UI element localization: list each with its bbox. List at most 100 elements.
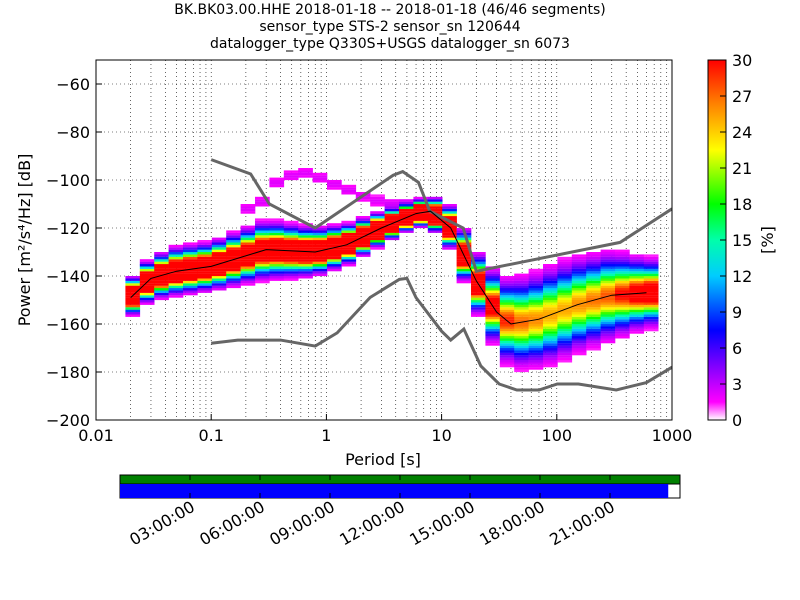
psd-cell [456, 280, 472, 284]
psd-cell [586, 314, 601, 317]
psd-cell [471, 259, 486, 262]
psd-cell [485, 295, 501, 298]
psd-cell [571, 261, 587, 265]
psd-cell [586, 300, 601, 303]
psd-cell [399, 201, 414, 205]
psd-cell [197, 283, 213, 286]
psd-cell [283, 225, 299, 229]
psd-cell [557, 345, 573, 349]
psd-cell [615, 271, 630, 274]
psd-cell [355, 228, 371, 231]
psd-cell [499, 288, 515, 291]
psd-cell [312, 235, 328, 238]
psd-cell [499, 321, 515, 325]
psd-cell [269, 230, 285, 233]
psd-cell [442, 230, 457, 233]
psd-cell [168, 285, 184, 289]
psd-cell [327, 232, 342, 236]
psd-cell [283, 223, 299, 226]
psd-cell [543, 312, 558, 315]
psd-cell [615, 259, 630, 262]
psd-cell [327, 249, 342, 253]
psd-cell [197, 242, 213, 245]
psd-cell [327, 261, 342, 265]
psd-cell [514, 302, 529, 305]
chart-title-line-3: datalogger_type Q330S+USGS datalogger_sn… [210, 36, 570, 52]
psd-cell [240, 225, 256, 229]
psd-cell [269, 249, 285, 253]
psd-cell [226, 249, 241, 253]
psd-cell [528, 271, 544, 274]
psd-cell [643, 326, 659, 329]
psd-cell [499, 312, 515, 315]
psd-cell [269, 266, 285, 269]
psd-cell [154, 295, 169, 298]
psd-cell [283, 230, 299, 233]
psd-cell [183, 256, 198, 260]
psd-cell [139, 288, 155, 291]
psd-cell [514, 350, 529, 353]
psd-cell [197, 268, 213, 272]
psd-cell [125, 309, 141, 313]
psd-cell [643, 316, 659, 320]
psd-cell [226, 240, 241, 243]
psd-cell [197, 280, 213, 284]
psd-cell [125, 280, 141, 284]
psd-cell [499, 357, 515, 361]
psd-cell [456, 240, 472, 243]
psd-cell [528, 328, 544, 332]
psd-cell [528, 357, 544, 361]
psd-cell [327, 242, 342, 245]
psd-cell [571, 297, 587, 301]
psd-cell [355, 249, 371, 253]
psd-cell [571, 350, 587, 353]
psd-cell [557, 307, 573, 310]
psd-cell [571, 336, 587, 339]
psd-cell [168, 264, 184, 267]
psd-cell [399, 220, 414, 224]
psd-cell [615, 331, 630, 334]
psd-cell [557, 357, 573, 361]
psd-cell [226, 230, 241, 233]
y-tick-label: −200 [46, 411, 90, 430]
psd-cell [629, 283, 645, 286]
psd-cell [370, 237, 385, 241]
psd-cell [586, 340, 601, 344]
psd-cell [485, 278, 501, 281]
psd-cell [528, 326, 544, 329]
psd-cell [327, 264, 342, 267]
psd-cell [355, 223, 371, 226]
psd-cell [197, 264, 213, 267]
psd-cell [600, 331, 616, 334]
psd-cell [643, 309, 659, 313]
psd-cell [183, 254, 198, 257]
psd-cell [586, 316, 601, 320]
psd-cell [226, 266, 241, 269]
psd-cell [514, 328, 529, 332]
psd-cell [514, 352, 529, 356]
psd-cell [557, 295, 573, 298]
psd-cell [370, 211, 385, 214]
colorbar-tick-label: 0 [732, 411, 742, 430]
psd-cell [456, 264, 472, 267]
psd-cell [643, 321, 659, 325]
psd-cell [154, 283, 169, 286]
psd-cell [370, 213, 385, 217]
psd-cell [399, 230, 414, 233]
psd-cell [154, 259, 169, 262]
psd-cell [255, 223, 270, 226]
colorbar-tick-label: 24 [732, 123, 752, 142]
psd-cell [211, 242, 227, 245]
psd-cell [571, 348, 587, 351]
psd-cell [255, 237, 270, 241]
psd-cell [629, 321, 645, 325]
psd-cell [240, 268, 256, 272]
psd-cell [139, 259, 155, 262]
psd-cell [211, 256, 227, 260]
psd-cell [600, 304, 616, 308]
psd-cell [600, 333, 616, 337]
psd-cell [557, 355, 573, 358]
psd-cell [528, 340, 544, 344]
psd-cell [471, 304, 486, 308]
psd-cell [240, 204, 256, 207]
